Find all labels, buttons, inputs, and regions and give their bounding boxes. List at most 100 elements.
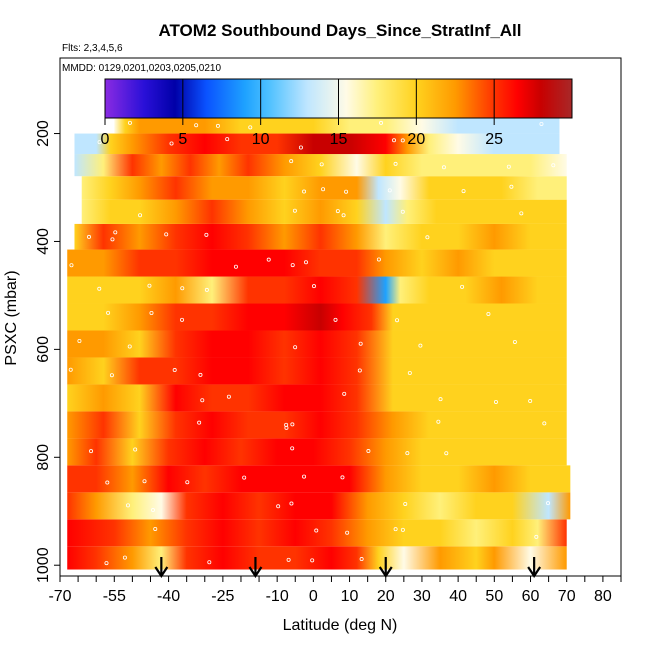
- sample-marker: [200, 398, 205, 403]
- sample-marker: [512, 339, 517, 344]
- sample-marker: [290, 263, 295, 268]
- heatmap-row: [67, 249, 567, 277]
- colorbar-tick-label: 25: [485, 131, 503, 148]
- sample-marker: [302, 474, 307, 479]
- sample-marker: [149, 311, 154, 316]
- heatmap-row: [67, 330, 567, 358]
- sample-marker: [180, 286, 185, 291]
- x-axis-label: Latitude (deg N): [283, 617, 398, 634]
- sample-marker: [169, 141, 174, 146]
- sample-marker: [444, 451, 449, 456]
- sample-marker: [551, 163, 556, 168]
- sample-marker: [106, 310, 111, 315]
- x-tick-label: -70: [48, 588, 71, 605]
- x-tick-label: 60: [522, 588, 540, 605]
- x-tick-label: 30: [413, 588, 431, 605]
- sample-marker: [293, 345, 298, 350]
- sample-marker: [105, 480, 110, 485]
- sample-marker: [110, 237, 115, 242]
- colorbar-tick-label: 15: [330, 131, 348, 148]
- sample-marker: [276, 504, 281, 509]
- colorbar-tick-label: 5: [178, 131, 187, 148]
- sample-marker: [97, 286, 102, 291]
- colorbar: 0 5 10 15 20 25: [101, 78, 573, 148]
- sample-marker: [392, 138, 397, 143]
- sample-marker: [335, 209, 340, 214]
- x-tick-label: -25: [211, 588, 234, 605]
- sample-marker: [194, 123, 199, 128]
- heatmap-row: [67, 303, 567, 331]
- sample-marker: [185, 480, 190, 485]
- heatmap-row: [74, 223, 567, 250]
- sample-marker: [340, 475, 345, 480]
- sample-marker: [286, 557, 291, 562]
- sample-marker: [344, 189, 349, 194]
- sample-marker: [233, 264, 238, 269]
- y-tick-label: 400: [35, 228, 52, 255]
- sample-marker: [204, 287, 209, 292]
- sample-marker: [461, 189, 466, 194]
- sample-marker: [486, 311, 491, 316]
- heatmap-row: [67, 438, 567, 466]
- sample-marker: [319, 162, 324, 167]
- sample-marker: [311, 284, 316, 289]
- sample-marker: [493, 399, 498, 404]
- sample-marker: [133, 447, 138, 452]
- y-tick-label: 200: [35, 120, 52, 147]
- sample-marker: [405, 451, 410, 456]
- y-axis-label: PSXC (mbar): [3, 270, 20, 365]
- sample-markers: [68, 120, 556, 566]
- sample-marker: [113, 230, 118, 235]
- sample-marker: [109, 373, 114, 378]
- sample-marker: [290, 422, 295, 427]
- sample-marker: [147, 283, 152, 288]
- sample-marker: [393, 161, 398, 166]
- sample-marker: [122, 555, 127, 560]
- y-tick-label: 1000: [35, 547, 52, 583]
- dates-note: MMDD: 0129,0201,0203,0205,0210: [62, 63, 221, 74]
- heatmap-row: [67, 276, 567, 304]
- sample-marker: [69, 263, 74, 268]
- sample-marker: [400, 527, 405, 532]
- sample-marker: [438, 397, 443, 402]
- sample-marker: [425, 235, 430, 240]
- sample-marker: [506, 164, 511, 169]
- sample-marker: [292, 208, 297, 213]
- sample-marker: [248, 125, 253, 130]
- x-tick-label: 40: [449, 588, 467, 605]
- y-axis: 200 400 600 800 1000: [35, 120, 60, 583]
- sample-marker: [436, 419, 441, 424]
- heatmap-row: [74, 133, 560, 155]
- sample-marker: [341, 213, 346, 218]
- x-axis: -70 -55 -40 -25 -10 0 10 20 30 40 50 60 70 80: [48, 576, 622, 605]
- sample-marker: [289, 159, 294, 164]
- sample-marker: [304, 260, 309, 265]
- colorbar-tick-label: 20: [407, 131, 425, 148]
- sample-marker: [321, 187, 326, 192]
- sample-marker: [284, 425, 289, 430]
- sample-marker: [528, 399, 533, 404]
- colorbar-tick-label: 10: [252, 131, 270, 148]
- sample-marker: [215, 123, 220, 128]
- sample-marker: [104, 561, 109, 566]
- heatmap-row: [67, 411, 567, 439]
- sample-marker: [289, 501, 294, 506]
- sample-marker: [164, 232, 169, 237]
- y-tick-label: 600: [35, 336, 52, 363]
- sample-marker: [379, 120, 384, 125]
- sample-marker: [68, 367, 73, 372]
- x-tick-label: 70: [558, 588, 576, 605]
- heatmap-rows: [67, 114, 571, 570]
- sample-marker: [376, 257, 381, 262]
- sample-marker: [358, 341, 363, 346]
- sample-marker: [77, 338, 82, 343]
- sample-marker: [302, 189, 307, 194]
- sample-marker: [539, 121, 544, 126]
- x-tick-label: -10: [266, 588, 289, 605]
- plot-frame: [59, 57, 622, 577]
- sample-marker: [127, 344, 132, 349]
- heatmap-row: [81, 199, 567, 224]
- sample-marker: [97, 140, 102, 145]
- x-tick-label: -40: [157, 588, 180, 605]
